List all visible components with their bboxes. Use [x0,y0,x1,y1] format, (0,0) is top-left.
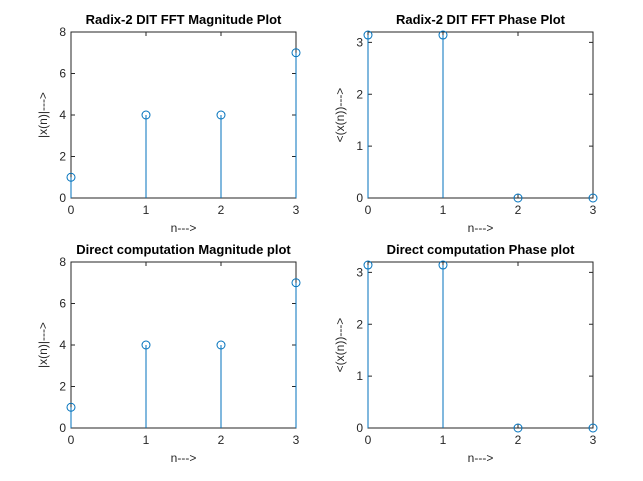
x-tick-label: 0 [68,433,75,447]
stem-marker [291,48,301,58]
x-tick-label: 3 [293,433,300,447]
y-tick-label: 2 [59,380,66,394]
x-tick-label: 2 [515,203,522,217]
x-tick-label: 0 [365,203,372,217]
x-axis-label: n---> [171,221,197,235]
subplot-title: Radix-2 DIT FFT Phase Plot [396,12,566,27]
stem-marker [588,423,598,433]
stem-marker [66,172,76,182]
y-tick-label: 4 [59,108,66,122]
x-tick-label: 1 [143,433,150,447]
subplot-title: Direct computation Magnitude plot [76,242,291,257]
stem-marker [363,260,373,270]
stem-marker [438,30,448,40]
axes-box [70,31,297,199]
y-tick-label: 8 [59,25,66,39]
x-tick-label: 2 [515,433,522,447]
y-tick-label: 1 [356,369,363,383]
stem-marker [513,193,523,203]
stem-marker [513,423,523,433]
subplot-title: Direct computation Phase plot [387,242,575,257]
y-axis-label: <(x(n))---> [333,318,347,373]
y-axis-label: |x(n)|---> [36,92,50,138]
y-tick-label: 2 [356,87,363,101]
x-axis-label: n---> [468,221,494,235]
x-tick-label: 0 [365,433,372,447]
subplot-title: Radix-2 DIT FFT Magnitude Plot [86,12,282,27]
stem-marker [66,402,76,412]
x-tick-label: 0 [68,203,75,217]
y-tick-label: 0 [356,421,363,435]
stem-marker [216,340,226,350]
subplot-fft-phase: Radix-2 DIT FFT Phase Plot n---> <(x(n))… [333,12,598,235]
y-tick-label: 0 [59,421,66,435]
subplot-fft-magnitude: Radix-2 DIT FFT Magnitude Plot n---> |x(… [36,12,301,235]
stem-marker [438,260,448,270]
stem-marker [141,340,151,350]
x-tick-label: 3 [590,203,597,217]
stem-marker [363,30,373,40]
subplot-direct-magnitude: Direct computation Magnitude plot n---> … [36,242,301,465]
axes-box [70,261,297,429]
y-tick-label: 8 [59,255,66,269]
subplot-direct-phase: Direct computation Phase plot n---> <(x(… [333,242,598,465]
axes-box [367,31,594,199]
y-tick-label: 6 [59,297,66,311]
x-axis-label: n---> [468,451,494,465]
y-tick-label: 2 [59,150,66,164]
axes-box [367,261,594,429]
x-tick-label: 2 [218,203,225,217]
y-tick-label: 6 [59,67,66,81]
x-tick-label: 3 [293,203,300,217]
x-tick-label: 1 [143,203,150,217]
stem-marker [291,278,301,288]
x-tick-label: 1 [440,203,447,217]
y-tick-label: 3 [356,265,363,279]
x-tick-label: 2 [218,433,225,447]
x-tick-label: 1 [440,433,447,447]
y-tick-label: 1 [356,139,363,153]
y-tick-label: 4 [59,338,66,352]
y-tick-label: 0 [59,191,66,205]
y-tick-label: 3 [356,35,363,49]
y-tick-label: 2 [356,317,363,331]
stem-marker [588,193,598,203]
x-axis-label: n---> [171,451,197,465]
y-tick-label: 0 [356,191,363,205]
y-axis-label: |x(n)|---> [36,322,50,368]
stem-marker [141,110,151,120]
y-axis-label: <(x(n))---> [333,88,347,143]
stem-marker [216,110,226,120]
x-tick-label: 3 [590,433,597,447]
